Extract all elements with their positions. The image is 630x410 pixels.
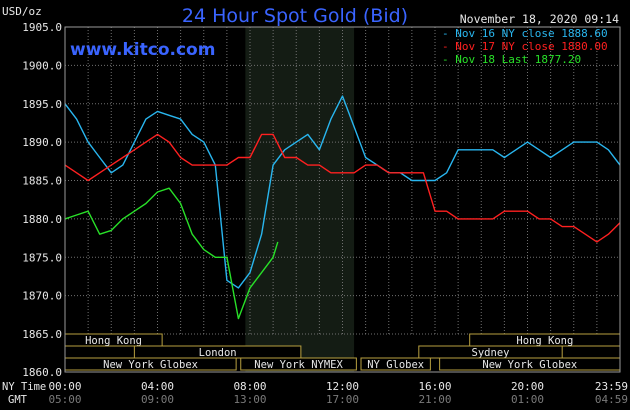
y-tick-label: 1875.0 (22, 251, 62, 264)
chart-title: 24 Hour Spot Gold (Bid) (182, 5, 408, 27)
session-label: Hong Kong (85, 335, 142, 347)
y-tick-label: 1885.0 (22, 175, 62, 188)
legend-entry: - Nov 18 Last 1877.20 (442, 53, 581, 66)
grid-lines (64, 26, 621, 335)
x-tick-label-ny: 20:00 (511, 380, 544, 393)
x-tick-label-gmt: 17:00 (326, 393, 359, 406)
y-tick-label: 1900.0 (22, 59, 62, 72)
session-box (360, 357, 431, 371)
x-tick-label-ny: 08:00 (233, 380, 266, 393)
x-tick-label-gmt: 21:00 (418, 393, 451, 406)
legend: - Nov 16 NY close 1888.60- Nov 17 NY clo… (442, 27, 608, 66)
y-tick-label: 1895.0 (22, 98, 62, 111)
x-tick-label-ny: 16:00 (418, 380, 451, 393)
session-label: NY Globex (367, 359, 424, 371)
series-line-1 (64, 133, 621, 243)
x-tick-label-ny: 23:59 (595, 380, 628, 393)
y-tick-label: 1860.0 (22, 366, 62, 379)
gmt-label: GMT (8, 394, 28, 406)
session-label: New York Globex (103, 359, 198, 371)
y-tick-label: 1905.0 (22, 21, 62, 34)
series-lines (64, 95, 621, 320)
ny-time-label: NY Time (2, 381, 46, 393)
y-tick-labels: 1905.0 1900.0 1895.0 1890.0 1885.0 1880.0 1875… (22, 21, 62, 379)
x-tick-label-gmt: 05:00 (48, 393, 81, 406)
session-box (240, 357, 357, 371)
y-tick-label: 1870.0 (22, 290, 62, 303)
y-tick-label: 1865.0 (22, 328, 62, 341)
x-tick-label-gmt: 13:00 (233, 393, 266, 406)
x-tick-label-gmt: 01:00 (511, 393, 544, 406)
legend-entry: - Nov 17 NY close 1880.00 (442, 40, 608, 53)
unit-label: USD/oz (2, 5, 42, 18)
x-tick-label-ny: 04:00 (141, 380, 174, 393)
y-tick-label: 1880.0 (22, 213, 62, 226)
legend-entry: - Nov 16 NY close 1888.60 (442, 27, 608, 40)
date-stamp: November 18, 2020 09:14 (460, 12, 619, 26)
session-label: Hong Kong (516, 335, 573, 347)
session-label: New York Globex (482, 359, 577, 371)
nymex-session-shade (245, 27, 355, 372)
x-tick-label-ny: 12:00 (326, 380, 359, 393)
x-tick-label-gmt: 04:59 (595, 393, 628, 406)
session-label: New York NYMEX (254, 359, 343, 371)
x-tick-label-gmt: 09:00 (141, 393, 174, 406)
session-label: Sydney (472, 347, 510, 359)
y-tick-label: 1890.0 (22, 136, 62, 149)
series-line-0 (64, 95, 621, 289)
plot-frame (64, 26, 621, 373)
series-line-2 (64, 187, 279, 320)
x-tick-label-ny: 00:00 (48, 380, 81, 393)
session-label: London (199, 347, 237, 359)
watermark: www.kitco.com (70, 40, 215, 60)
